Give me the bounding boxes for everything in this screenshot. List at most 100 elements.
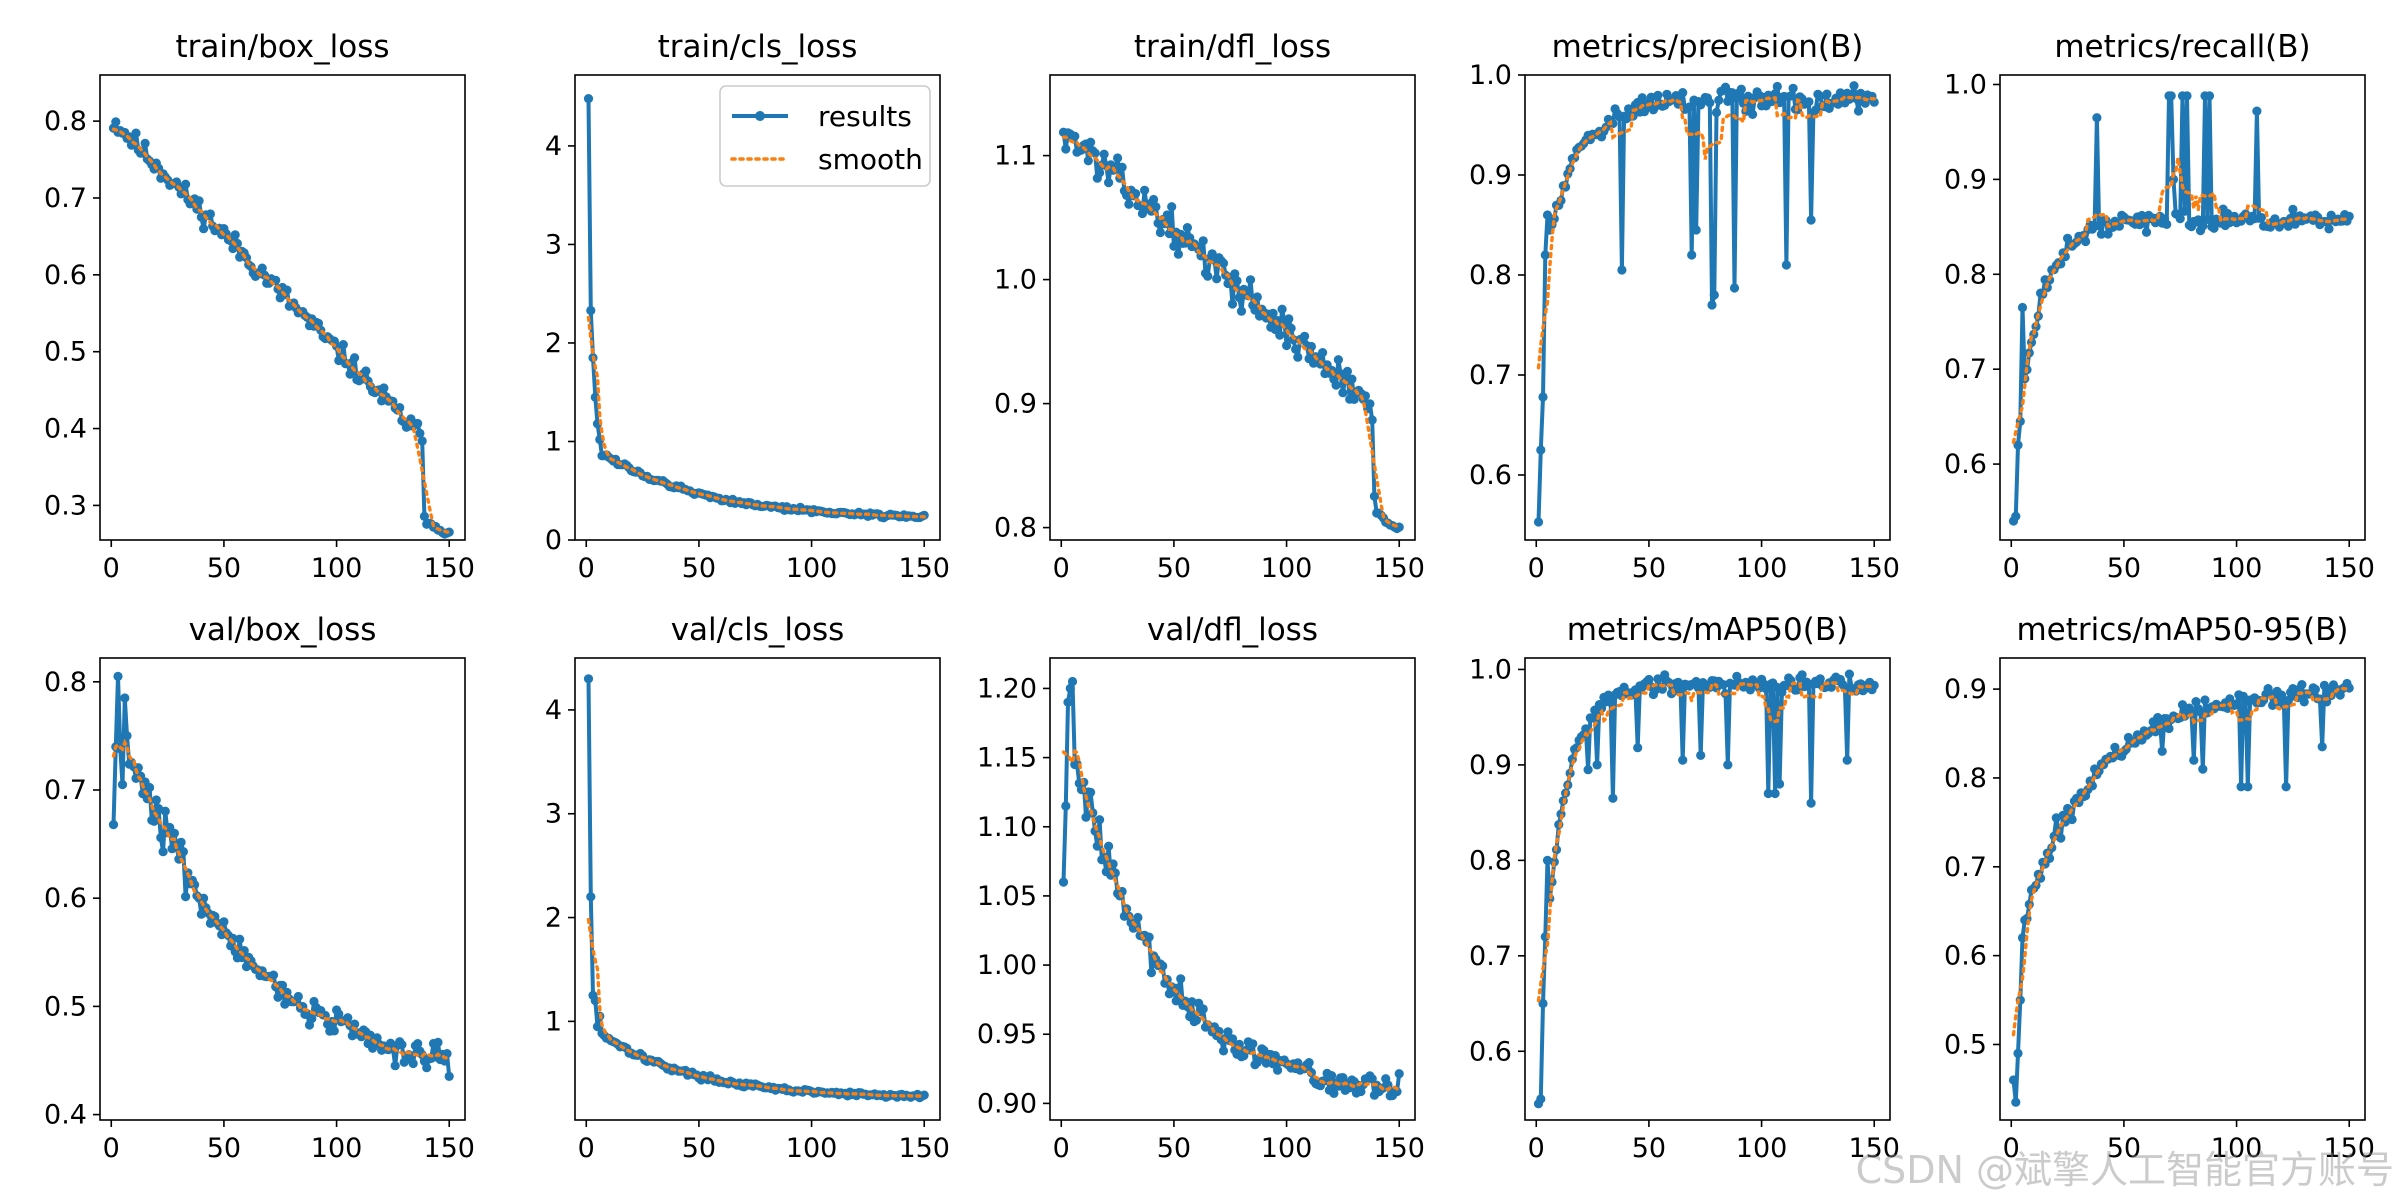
results-point bbox=[237, 952, 247, 963]
x-tick-label: 50 bbox=[1632, 1133, 1666, 1164]
results-point bbox=[1536, 1094, 1546, 1104]
smooth-line bbox=[111, 738, 451, 1063]
results-line bbox=[586, 678, 926, 1100]
plot-area bbox=[583, 94, 929, 523]
results-point bbox=[230, 230, 240, 240]
y-tick-label: 0.8 bbox=[44, 106, 87, 137]
subplot-title: metrics/mAP50(B) bbox=[1567, 612, 1848, 648]
x-tick-label: 150 bbox=[898, 553, 950, 584]
watermark: CSDN @斌擎人工智能官方账号 bbox=[1855, 1148, 2394, 1192]
y-tick-label: 0.5 bbox=[44, 991, 87, 1022]
results-point bbox=[1844, 669, 1854, 679]
y-tick-label: 0.4 bbox=[44, 1100, 87, 1131]
results-point bbox=[1086, 787, 1096, 798]
y-tick-label: 0.8 bbox=[1944, 763, 1987, 794]
results-point bbox=[293, 991, 303, 1002]
results-point bbox=[1284, 314, 1294, 324]
legend: results smooth bbox=[719, 85, 931, 187]
results-point bbox=[149, 816, 159, 826]
results-point bbox=[1806, 215, 1816, 225]
results-point bbox=[2060, 252, 2070, 262]
results-point bbox=[1653, 674, 1663, 684]
results-point bbox=[2081, 236, 2091, 247]
results-point bbox=[1227, 1034, 1238, 1044]
results-point bbox=[1533, 517, 1544, 527]
results-point bbox=[1709, 290, 1719, 300]
results-point bbox=[1268, 308, 1278, 318]
x-tick-label: 100 bbox=[786, 1133, 838, 1164]
x-tick-label: 100 bbox=[1736, 553, 1788, 584]
results-line bbox=[111, 119, 450, 536]
results-point bbox=[1218, 258, 1229, 268]
results-point bbox=[219, 917, 229, 927]
y-tick-label: 2 bbox=[545, 903, 562, 934]
results-point bbox=[1162, 210, 1172, 220]
results-point bbox=[2297, 680, 2307, 690]
results-point bbox=[444, 1071, 454, 1081]
results-line bbox=[1536, 672, 1876, 1105]
results-point bbox=[586, 305, 596, 316]
x-tick-label: 100 bbox=[1261, 553, 1313, 584]
subplot-metrics-map50-95-b-: metrics/mAP50-95(B) 0 50 100 150 0.5 0.6 0.7 0.8… bbox=[1944, 612, 2375, 1164]
results-point bbox=[2277, 690, 2287, 700]
x-tick-label: 0 bbox=[1528, 1133, 1545, 1164]
y-tick-label: 1.0 bbox=[1469, 60, 1512, 91]
y-tick-label: 0.8 bbox=[1469, 845, 1512, 876]
results-point bbox=[583, 674, 594, 684]
results-point bbox=[1070, 131, 1080, 141]
results-point bbox=[131, 128, 141, 138]
results-point bbox=[2191, 697, 2201, 707]
results-point bbox=[1606, 697, 1616, 707]
x-tick-label: 100 bbox=[2211, 553, 2263, 584]
results-line bbox=[2011, 681, 2351, 1105]
results-point bbox=[1099, 149, 1109, 159]
results-point bbox=[415, 428, 425, 438]
results-point bbox=[1540, 250, 1550, 260]
x-tick-label: 50 bbox=[207, 553, 241, 584]
results-point bbox=[2299, 697, 2309, 707]
subplot-val-cls-loss: val/cls_loss 0 50 100 150 1 2 3 4 bbox=[545, 612, 950, 1164]
x-tick-label: 50 bbox=[2107, 1133, 2141, 1164]
results-point bbox=[361, 366, 371, 376]
results-point bbox=[2232, 699, 2242, 709]
results-point bbox=[2283, 695, 2293, 706]
results-point bbox=[1191, 1015, 1202, 1025]
results-point bbox=[2310, 684, 2320, 695]
x-tick-label: 150 bbox=[1373, 553, 1425, 584]
results-point bbox=[1061, 144, 1071, 154]
results-point bbox=[1149, 194, 1159, 205]
results-point bbox=[1542, 210, 1553, 220]
results-point bbox=[1113, 153, 1123, 163]
results-point bbox=[1203, 271, 1213, 281]
plot-area bbox=[1533, 669, 1879, 1109]
results-point bbox=[1869, 680, 1879, 691]
subplot-title: val/dfl_loss bbox=[1147, 612, 1318, 648]
results-point bbox=[1252, 292, 1262, 302]
results-point bbox=[1549, 214, 1559, 224]
results-point bbox=[1538, 392, 1548, 402]
axes-frame bbox=[99, 74, 466, 541]
results-point bbox=[1067, 676, 1078, 687]
results-point bbox=[1367, 415, 1377, 425]
results-point bbox=[1248, 1039, 1258, 1049]
results-point bbox=[2141, 227, 2152, 237]
subplot-title: train/cls_loss bbox=[658, 29, 858, 65]
axes-frame bbox=[99, 657, 466, 1121]
results-point bbox=[345, 369, 355, 379]
legend-label-smooth: smooth bbox=[818, 143, 923, 176]
axes-frame bbox=[1999, 657, 2366, 1121]
results-point bbox=[1063, 697, 1073, 707]
y-tick-label: 0.7 bbox=[44, 183, 87, 214]
y-tick-label: 3 bbox=[545, 229, 562, 260]
results-point bbox=[1144, 932, 1154, 942]
results-point bbox=[1729, 283, 1740, 293]
y-tick-label: 0.6 bbox=[1944, 941, 1987, 972]
y-tick-label: 0.9 bbox=[1469, 160, 1512, 191]
results-point bbox=[1849, 81, 1859, 91]
y-tick-label: 0.7 bbox=[1469, 941, 1512, 972]
x-tick-label: 0 bbox=[578, 553, 595, 584]
results-point bbox=[1338, 388, 1348, 398]
subplot-title: train/dfl_loss bbox=[1134, 29, 1331, 65]
results-point bbox=[156, 833, 166, 843]
legend-label-results: results bbox=[818, 100, 912, 133]
